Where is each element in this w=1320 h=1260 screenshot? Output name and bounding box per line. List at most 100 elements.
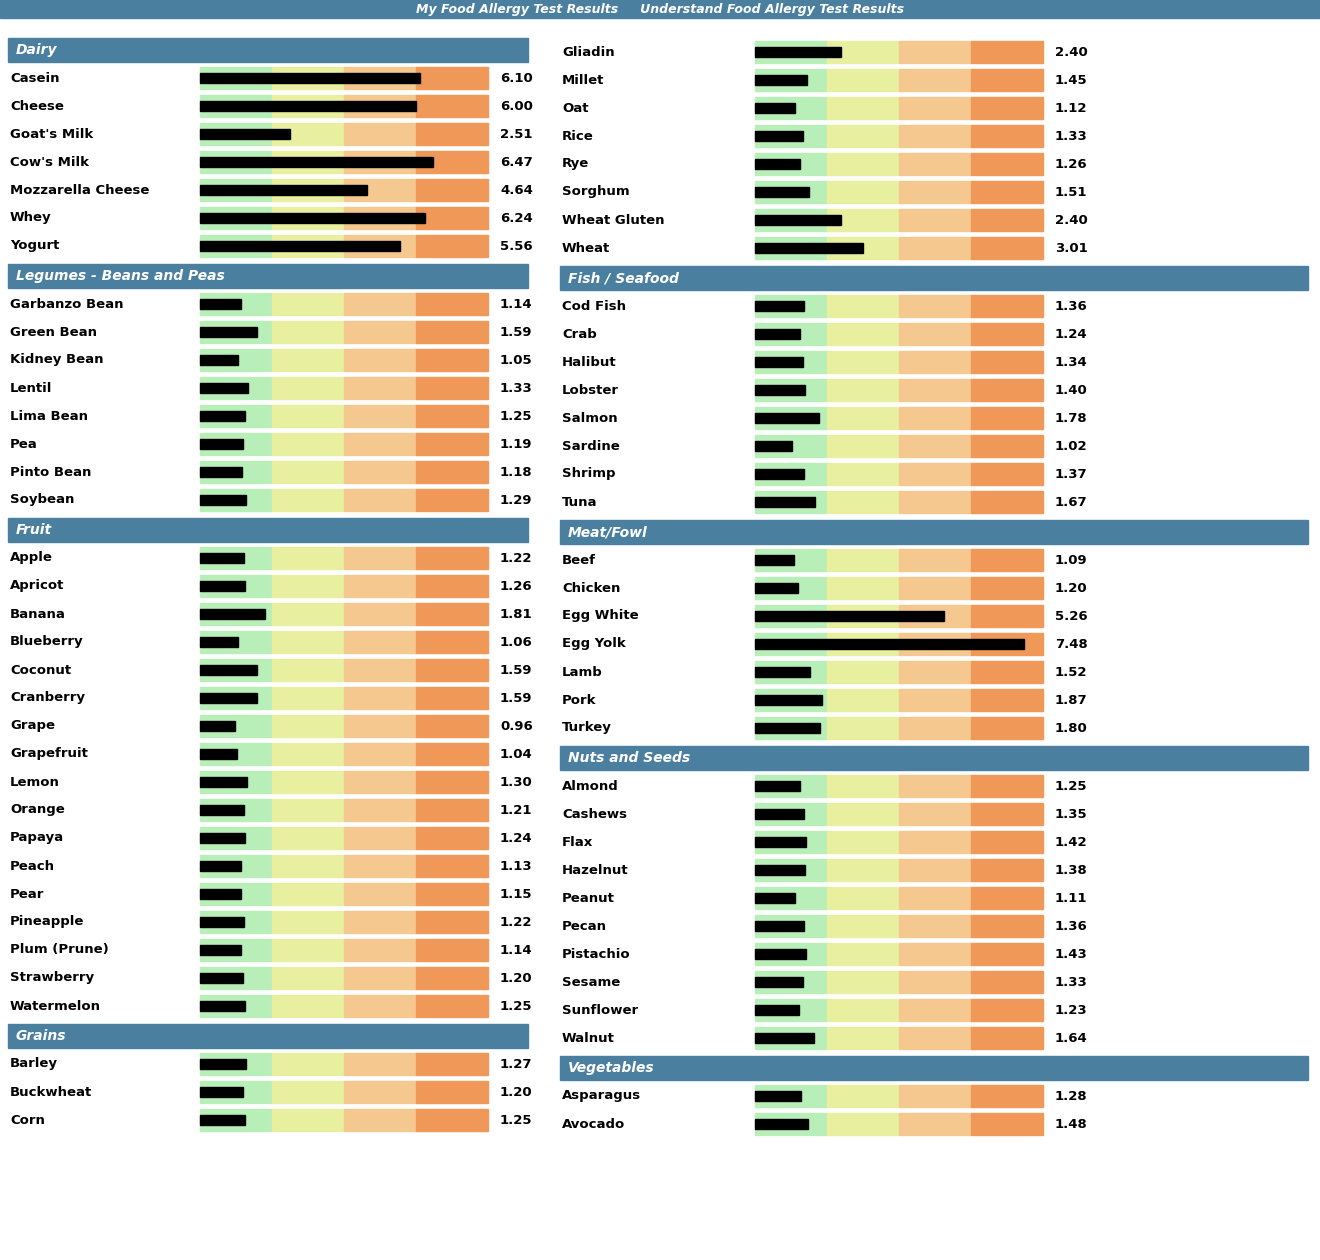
Bar	[899, 605, 972, 627]
Bar	[828, 237, 899, 258]
Bar	[755, 689, 828, 711]
Bar	[972, 125, 1043, 147]
Bar	[201, 433, 272, 455]
Bar	[755, 633, 828, 655]
Bar	[201, 179, 272, 200]
Bar	[201, 581, 246, 591]
Bar	[201, 236, 272, 257]
Bar	[201, 609, 265, 619]
Bar	[201, 631, 272, 653]
Text: 1.36: 1.36	[1055, 300, 1088, 312]
Bar	[899, 1027, 972, 1048]
Text: Goat's Milk: Goat's Milk	[11, 127, 94, 141]
Bar	[972, 42, 1043, 63]
Bar	[972, 803, 1043, 825]
Bar	[972, 942, 1043, 965]
Bar	[201, 404, 272, 427]
Bar	[201, 185, 367, 195]
Bar	[272, 404, 345, 427]
Bar	[345, 743, 416, 765]
Bar	[272, 377, 345, 399]
Bar	[345, 377, 416, 399]
Bar	[345, 547, 416, 570]
Text: 1.25: 1.25	[500, 410, 532, 422]
Text: 1.27: 1.27	[500, 1057, 532, 1071]
Bar	[755, 496, 816, 507]
Bar	[972, 295, 1043, 318]
Bar	[972, 999, 1043, 1021]
Text: Orange: Orange	[11, 804, 65, 816]
Text: Asparagus: Asparagus	[562, 1090, 642, 1102]
Text: Kidney Bean: Kidney Bean	[11, 354, 103, 367]
Text: 1.42: 1.42	[1055, 835, 1088, 848]
Bar	[828, 323, 899, 345]
Bar	[972, 323, 1043, 345]
Bar	[201, 743, 272, 765]
Text: Flax: Flax	[562, 835, 593, 848]
Bar	[272, 827, 345, 849]
Bar	[345, 94, 416, 117]
Bar	[345, 207, 416, 229]
Bar	[416, 939, 488, 961]
Bar	[201, 411, 246, 421]
Text: Sardine: Sardine	[562, 440, 620, 452]
Bar	[272, 631, 345, 653]
Bar	[899, 832, 972, 853]
Bar	[272, 883, 345, 905]
Text: Pecan: Pecan	[562, 920, 607, 932]
Bar	[899, 1113, 972, 1135]
Text: Grape: Grape	[11, 719, 55, 732]
Bar	[272, 771, 345, 793]
Bar	[201, 355, 238, 365]
Text: 1.26: 1.26	[1055, 158, 1088, 170]
Bar	[755, 976, 803, 987]
Bar	[899, 887, 972, 908]
Text: Gliadin: Gliadin	[562, 45, 615, 58]
Bar	[755, 413, 820, 423]
Bar	[828, 942, 899, 965]
Bar	[272, 236, 345, 257]
Text: 1.13: 1.13	[500, 859, 533, 872]
Bar	[899, 491, 972, 513]
Bar	[416, 461, 488, 483]
Bar	[899, 999, 972, 1021]
Text: 1.24: 1.24	[1055, 328, 1088, 340]
Bar	[201, 158, 433, 168]
Bar	[201, 213, 425, 223]
Text: Garbanzo Bean: Garbanzo Bean	[11, 297, 124, 310]
Bar	[345, 856, 416, 877]
Bar	[755, 186, 809, 197]
Text: Wheat Gluten: Wheat Gluten	[562, 213, 664, 227]
Bar	[755, 893, 795, 903]
Text: Lamb: Lamb	[562, 665, 603, 678]
Bar	[272, 433, 345, 455]
Text: Wheat: Wheat	[562, 242, 610, 255]
Bar	[416, 433, 488, 455]
Text: 6.24: 6.24	[500, 212, 533, 224]
Bar	[345, 631, 416, 653]
Bar	[755, 859, 828, 881]
Bar	[972, 605, 1043, 627]
Bar	[345, 883, 416, 905]
Bar	[755, 667, 809, 677]
Bar	[899, 549, 972, 571]
Bar	[972, 775, 1043, 796]
Text: Banana: Banana	[11, 607, 66, 620]
Text: 1.64: 1.64	[1055, 1032, 1088, 1045]
Bar	[272, 604, 345, 625]
Text: Hazelnut: Hazelnut	[562, 863, 628, 877]
Bar	[345, 151, 416, 173]
Bar	[201, 495, 247, 505]
Bar	[899, 775, 972, 796]
Bar	[828, 1027, 899, 1048]
Bar	[345, 995, 416, 1017]
Bar	[345, 771, 416, 793]
Bar	[899, 97, 972, 118]
Bar	[828, 859, 899, 881]
Bar	[345, 827, 416, 849]
Bar	[416, 321, 488, 343]
Bar	[201, 861, 240, 871]
Bar	[972, 689, 1043, 711]
Bar	[972, 491, 1043, 513]
Bar	[201, 294, 272, 315]
